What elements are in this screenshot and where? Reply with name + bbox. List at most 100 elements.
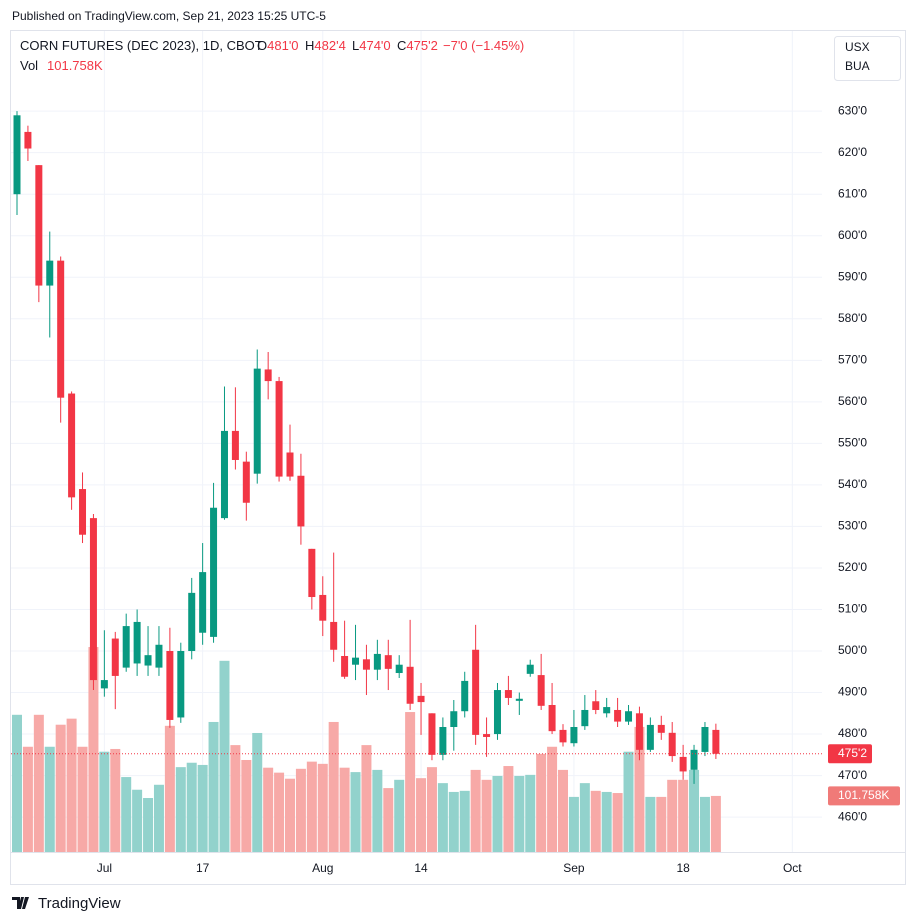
volume-bar [623, 751, 634, 852]
volume-bar [536, 753, 547, 852]
volume-bar [579, 783, 590, 852]
candle-body [614, 709, 622, 722]
candle-body [111, 638, 119, 676]
volume-bar [448, 791, 459, 852]
y-tick-label: 520'0 [838, 560, 867, 574]
volume-bar [645, 796, 656, 852]
candle-body [286, 452, 294, 477]
volume-bar [547, 746, 558, 852]
volume-bar [263, 767, 274, 852]
y-tick-label: 600'0 [838, 228, 867, 242]
volume-bar [274, 772, 285, 852]
volume-bar [121, 777, 132, 852]
candle-body [122, 626, 130, 668]
candle-layer [13, 111, 720, 784]
volume-tag-box [828, 786, 900, 806]
x-tick-label: 18 [676, 861, 690, 875]
candle-body [493, 690, 501, 735]
volume-bar [667, 779, 678, 852]
x-tick-label: Jul [97, 861, 112, 875]
candle-body [264, 369, 272, 382]
candle-body [581, 709, 589, 727]
candle-body [330, 621, 338, 650]
candle-body [253, 368, 261, 474]
candle-body [504, 690, 512, 698]
ohlc-value: 474'0 [359, 38, 390, 53]
x-tick-label: Sep [563, 861, 585, 875]
candle-body [297, 475, 305, 527]
volume-bar [514, 775, 525, 852]
candle-body [352, 657, 360, 665]
volume-bar [208, 721, 219, 852]
candle-body [210, 507, 218, 637]
volume-bar [405, 712, 416, 852]
volume-bar [634, 726, 645, 852]
ohlc-key: L [352, 38, 359, 53]
volume-bar [252, 732, 263, 852]
candle-body [89, 518, 97, 681]
price-tag: 475'2 [838, 746, 867, 760]
candle-body [625, 711, 633, 722]
volume-bar [197, 764, 208, 852]
candle-body [308, 548, 316, 598]
candle-body [690, 749, 698, 770]
ohlc-key: O [257, 38, 267, 53]
volume-bar [710, 795, 721, 852]
volume-bar [394, 779, 405, 852]
volume-bar [33, 714, 44, 852]
candle-body [24, 131, 32, 149]
volume-bar [99, 751, 110, 852]
y-tick-label: 570'0 [838, 352, 867, 366]
candle-body [526, 664, 534, 674]
volume-bar [186, 762, 197, 852]
candle-body [483, 734, 491, 737]
y-tick-label: 500'0 [838, 643, 867, 657]
published-line: Published on TradingView.com, Sep 21, 20… [12, 9, 326, 23]
volume-bar [481, 779, 492, 852]
unit-line: BUA [845, 59, 870, 73]
candle-body [603, 707, 611, 714]
candle-body [275, 381, 283, 477]
volume-bar [459, 790, 470, 852]
volume-tag: 101.758K [838, 788, 889, 802]
volume-bar [22, 746, 33, 852]
candle-body [373, 653, 381, 670]
x-tick-label: 17 [196, 861, 210, 875]
candle-body [242, 461, 250, 503]
y-tick-label: 550'0 [838, 436, 867, 450]
volume-bar [503, 766, 514, 852]
candle-body [177, 651, 185, 718]
volume-bar [175, 767, 186, 852]
x-tick-label: Aug [312, 861, 333, 875]
y-tick-label: 530'0 [838, 519, 867, 533]
volume-bar [143, 798, 154, 852]
candle-body [188, 592, 196, 652]
candle-body [133, 621, 141, 664]
candle-body [341, 655, 349, 677]
candle-body [35, 165, 43, 286]
brand-logo [12, 897, 29, 909]
volume-layer [12, 647, 721, 852]
y-tick-label: 580'0 [838, 311, 867, 325]
volume-bar [656, 796, 667, 852]
price-tag-box [828, 744, 872, 764]
candle-body [668, 732, 676, 757]
grid [11, 31, 822, 852]
volume-bar [88, 647, 99, 852]
volume-bar [164, 725, 175, 852]
volume-title: Vol [20, 58, 38, 73]
candle-body [406, 666, 414, 704]
volume-bar [678, 779, 689, 852]
candle-body [46, 260, 54, 286]
candle-body [68, 393, 76, 498]
unit-box[interactable] [834, 36, 901, 81]
candle-body [592, 701, 600, 710]
change: −7'0 (−1.45%) [443, 38, 524, 53]
candle-body [395, 664, 403, 674]
volume-bar [437, 783, 448, 852]
volume-bar [219, 660, 230, 852]
candle-body [57, 260, 65, 398]
volume-bar [612, 793, 623, 852]
candle-body [559, 729, 567, 743]
